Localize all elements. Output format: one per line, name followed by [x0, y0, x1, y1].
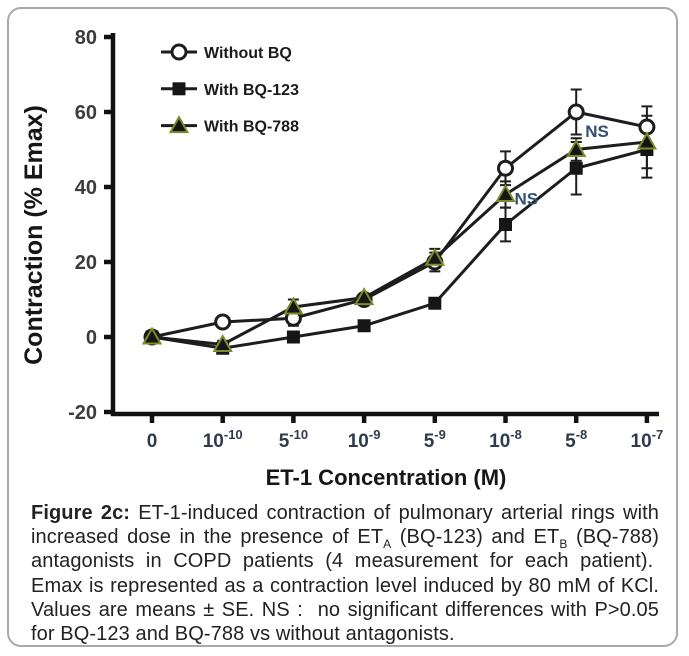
legend-item: With BQ-788	[161, 115, 299, 136]
data-point-square	[569, 161, 583, 175]
data-point-circle	[567, 103, 585, 121]
data-point-circle	[214, 313, 232, 331]
figure-caption: Figure 2c: ET-1-induced contraction of p…	[31, 501, 659, 646]
data-point-triangle	[168, 115, 190, 134]
x-tick-label: 10-7	[631, 427, 664, 452]
series-line-square	[151, 148, 648, 350]
caption-text: (BQ-123) and ET	[391, 526, 560, 549]
legend-item: Without BQ	[161, 43, 292, 62]
caption-subscript: A	[383, 537, 392, 552]
series-line-triangle	[151, 140, 648, 347]
chart-annotations: NS NS	[515, 122, 609, 209]
y-tick-label: 40	[75, 177, 97, 199]
x-tick-label: 0	[147, 431, 158, 452]
ns-annotation: NS	[515, 189, 539, 208]
series-line-circle	[151, 110, 648, 339]
data-point-triangle	[636, 131, 658, 150]
x-tick-label: 10-9	[348, 427, 381, 452]
x-tick-label: 5-9	[424, 427, 446, 452]
caption-text: (BQ-788) antagonists in COPD patients (4…	[31, 526, 659, 646]
data-point-triangle	[565, 138, 587, 157]
data-point-triangle	[495, 183, 516, 202]
legend-label: Without BQ	[204, 45, 292, 62]
data-point-triangle	[212, 333, 233, 352]
y-tick-label: 80	[75, 27, 97, 49]
data-point-circle	[170, 43, 188, 61]
x-tick-label: 5-10	[279, 427, 308, 452]
x-tick-label: 5-8	[565, 427, 587, 452]
data-series	[141, 88, 658, 355]
x-axis-title: ET-1 Concentration (M)	[266, 465, 507, 490]
data-point-square	[357, 319, 371, 333]
x-tick-label: 10-8	[489, 427, 522, 452]
ns-annotation: NS	[585, 122, 609, 141]
y-axis-title: Contraction (% Emax)	[20, 105, 48, 365]
data-point-triangle	[141, 326, 163, 345]
x-tick-label: 10-10	[203, 427, 243, 452]
data-point-triangle	[283, 296, 304, 315]
y-tick-label: 0	[86, 327, 97, 349]
data-point-triangle	[424, 247, 446, 266]
data-point-triangle	[353, 287, 375, 306]
data-point-square	[428, 296, 442, 310]
data-point-circle	[497, 159, 514, 177]
y-tick-label: 60	[75, 102, 97, 124]
y-tick-label: -20	[68, 402, 97, 424]
legend-item: With BQ-123	[161, 82, 299, 99]
contraction-chart: 80 60 40 20 0 -20 0 10-10 5-10 10-9 5-9 10-8 5-8 10-…	[20, 27, 664, 490]
legend-label: With BQ-123	[204, 82, 299, 99]
data-point-square	[286, 330, 300, 344]
y-axis-ticks: 80 60 40 20 0 -20	[68, 27, 114, 424]
chart-legend: Without BQ With BQ-123 With BQ-788	[161, 43, 299, 136]
x-axis-ticks: 0 10-10 5-10 10-9 5-9 10-8 5-8 10-7	[147, 413, 664, 452]
caption-text: ET-1-induced contraction of pulmonary ar…	[31, 502, 660, 549]
caption-figure-label: Figure 2c:	[31, 502, 131, 524]
y-tick-label: 20	[75, 252, 97, 274]
legend-label: With BQ-788	[204, 119, 299, 136]
caption-subscript: B	[559, 537, 568, 552]
data-point-square	[172, 82, 186, 96]
data-point-square	[499, 218, 512, 231]
figure-border	[7, 7, 678, 647]
